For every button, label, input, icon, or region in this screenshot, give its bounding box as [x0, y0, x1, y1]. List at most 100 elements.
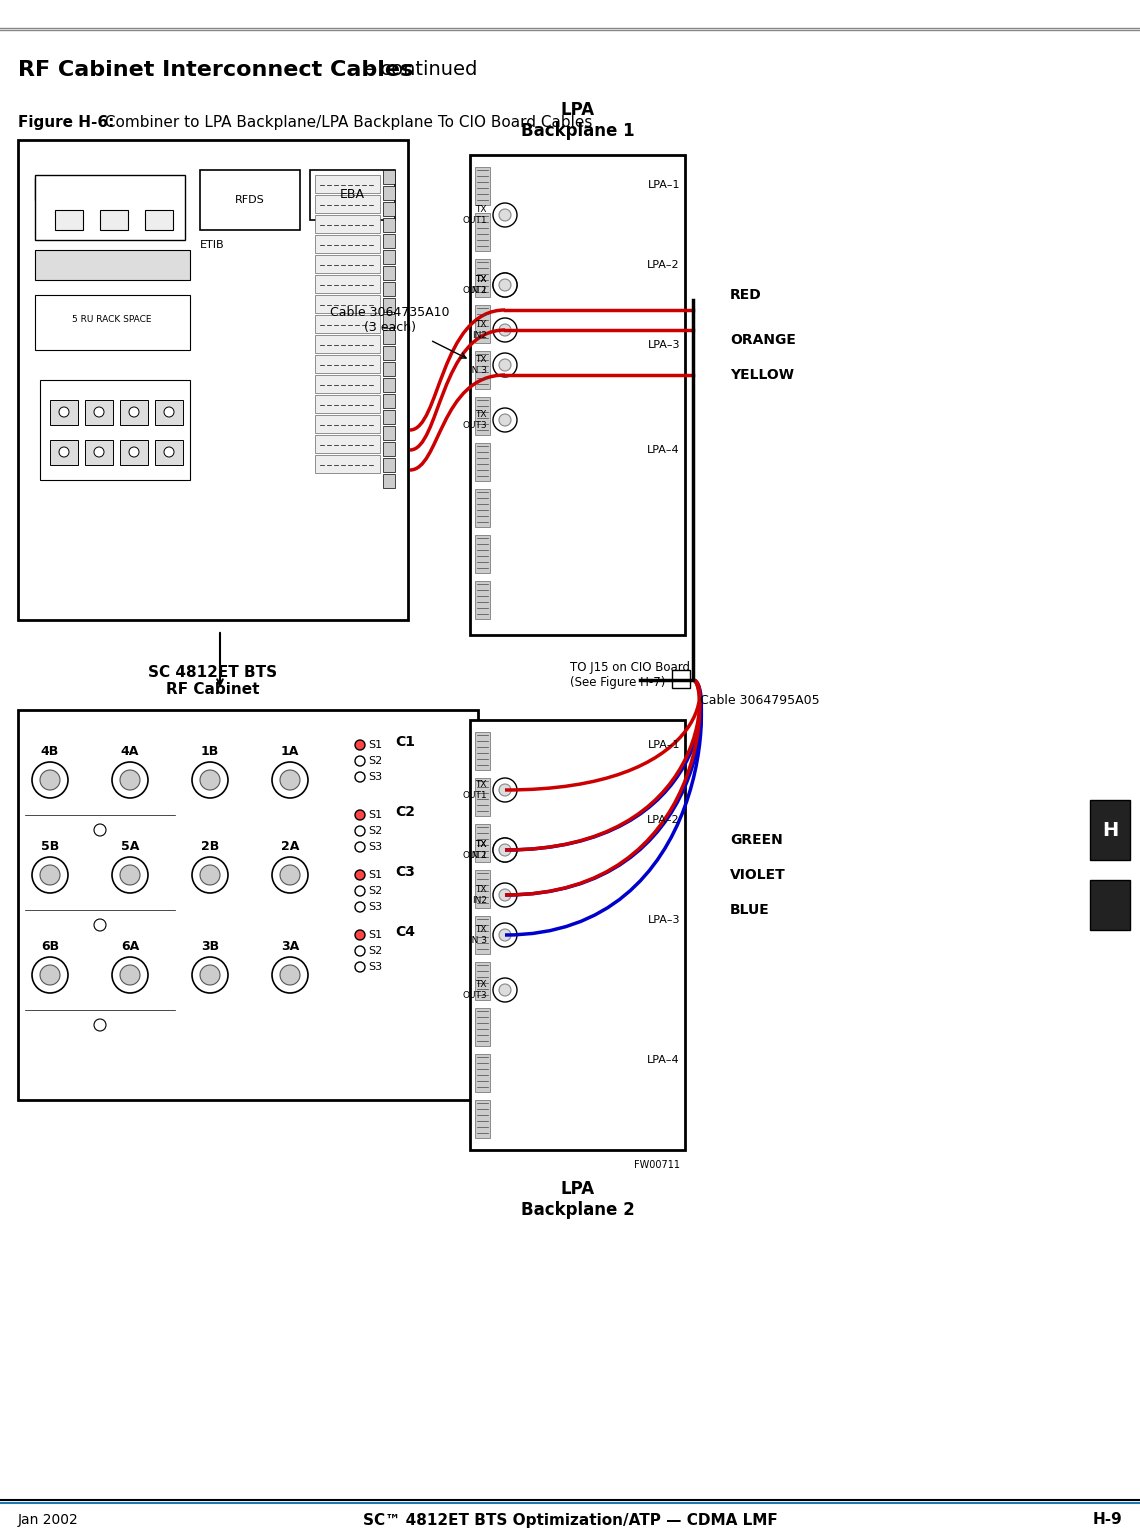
- Text: S3: S3: [368, 963, 382, 972]
- Text: 3A: 3A: [280, 940, 299, 954]
- Text: LPA–1: LPA–1: [648, 179, 679, 190]
- Text: 3B: 3B: [201, 940, 219, 954]
- Text: TX
OUT3: TX OUT3: [463, 411, 487, 429]
- Text: 6A: 6A: [121, 940, 139, 954]
- Bar: [120, 400, 148, 425]
- Text: TX
IN2: TX IN2: [472, 885, 487, 904]
- Text: S3: S3: [368, 842, 382, 852]
- Bar: [18, 140, 408, 619]
- Circle shape: [499, 984, 511, 996]
- Bar: [35, 178, 176, 199]
- Bar: [475, 581, 490, 619]
- Text: ORANGE: ORANGE: [730, 333, 796, 346]
- Text: 5A: 5A: [121, 840, 139, 852]
- Circle shape: [499, 889, 511, 901]
- Bar: [315, 215, 380, 233]
- Bar: [315, 314, 380, 333]
- Bar: [315, 254, 380, 273]
- Circle shape: [499, 279, 511, 291]
- Bar: [315, 356, 380, 373]
- Bar: [55, 210, 83, 230]
- Bar: [315, 396, 380, 412]
- Circle shape: [32, 857, 68, 894]
- Circle shape: [40, 865, 60, 885]
- Circle shape: [120, 770, 140, 789]
- Circle shape: [112, 957, 148, 993]
- Circle shape: [492, 779, 518, 802]
- Text: 5 RU RACK SPACE: 5 RU RACK SPACE: [72, 316, 152, 325]
- Bar: [475, 259, 490, 297]
- Text: YELLOW: YELLOW: [730, 368, 793, 382]
- Bar: [383, 394, 394, 408]
- Bar: [383, 346, 394, 360]
- Bar: [383, 426, 394, 440]
- Text: C4: C4: [394, 924, 415, 940]
- Circle shape: [355, 773, 365, 782]
- Text: SC 4812ET BTS
RF Cabinet: SC 4812ET BTS RF Cabinet: [148, 665, 277, 698]
- Text: TX
IN 3: TX IN 3: [469, 356, 487, 374]
- Text: 2A: 2A: [280, 840, 299, 852]
- Circle shape: [499, 845, 511, 855]
- Text: 4B: 4B: [41, 745, 59, 757]
- Circle shape: [200, 770, 220, 789]
- Text: Jan 2002: Jan 2002: [18, 1513, 79, 1527]
- Bar: [155, 400, 184, 425]
- Text: LPA–1: LPA–1: [648, 740, 679, 750]
- Text: RF Cabinet Interconnect Cables: RF Cabinet Interconnect Cables: [18, 60, 413, 80]
- Bar: [383, 379, 394, 392]
- Text: Combiner to LPA Backplane/LPA Backplane To CIO Board Cables: Combiner to LPA Backplane/LPA Backplane …: [100, 115, 593, 130]
- Circle shape: [355, 963, 365, 972]
- Text: C3: C3: [394, 865, 415, 878]
- Circle shape: [499, 929, 511, 941]
- Bar: [200, 170, 300, 230]
- Text: S2: S2: [368, 946, 382, 957]
- Circle shape: [164, 448, 174, 457]
- Text: LPA
Backplane 1: LPA Backplane 1: [521, 101, 634, 140]
- Text: S2: S2: [368, 756, 382, 766]
- Bar: [475, 535, 490, 573]
- Circle shape: [129, 406, 139, 417]
- Text: S2: S2: [368, 826, 382, 835]
- Circle shape: [499, 359, 511, 371]
- Text: ETIB: ETIB: [200, 241, 225, 250]
- Circle shape: [492, 202, 518, 227]
- Text: S3: S3: [368, 901, 382, 912]
- Bar: [315, 455, 380, 474]
- Text: BLUE: BLUE: [730, 903, 770, 917]
- Circle shape: [164, 406, 174, 417]
- Text: TX
OUT3: TX OUT3: [463, 980, 487, 1000]
- Bar: [40, 380, 190, 480]
- Circle shape: [355, 871, 365, 880]
- Bar: [383, 267, 394, 281]
- Bar: [315, 195, 380, 213]
- Circle shape: [492, 353, 518, 377]
- Bar: [315, 336, 380, 353]
- Circle shape: [32, 762, 68, 799]
- Text: H-9: H-9: [1092, 1513, 1122, 1527]
- Text: S1: S1: [368, 931, 382, 940]
- Text: RFDS: RFDS: [235, 195, 264, 205]
- Circle shape: [499, 783, 511, 796]
- Circle shape: [93, 1019, 106, 1032]
- Bar: [50, 440, 78, 464]
- Bar: [475, 779, 490, 816]
- Bar: [475, 305, 490, 343]
- Text: VIOLET: VIOLET: [730, 868, 785, 881]
- Text: TX
IN 1: TX IN 1: [469, 276, 487, 294]
- Bar: [155, 440, 184, 464]
- Text: S1: S1: [368, 809, 382, 820]
- Text: S2: S2: [368, 886, 382, 895]
- Bar: [475, 351, 490, 389]
- Circle shape: [272, 857, 308, 894]
- Text: LPA–2: LPA–2: [648, 816, 679, 825]
- Bar: [315, 235, 380, 253]
- Text: EBA: EBA: [340, 189, 365, 201]
- Bar: [383, 409, 394, 425]
- Text: TX
OUT2: TX OUT2: [463, 840, 487, 860]
- Circle shape: [355, 740, 365, 750]
- Text: LPA–4: LPA–4: [648, 445, 679, 455]
- Text: LPA–4: LPA–4: [648, 1055, 679, 1065]
- Bar: [475, 825, 490, 862]
- Text: TX
OUT1: TX OUT1: [463, 780, 487, 800]
- Circle shape: [192, 857, 228, 894]
